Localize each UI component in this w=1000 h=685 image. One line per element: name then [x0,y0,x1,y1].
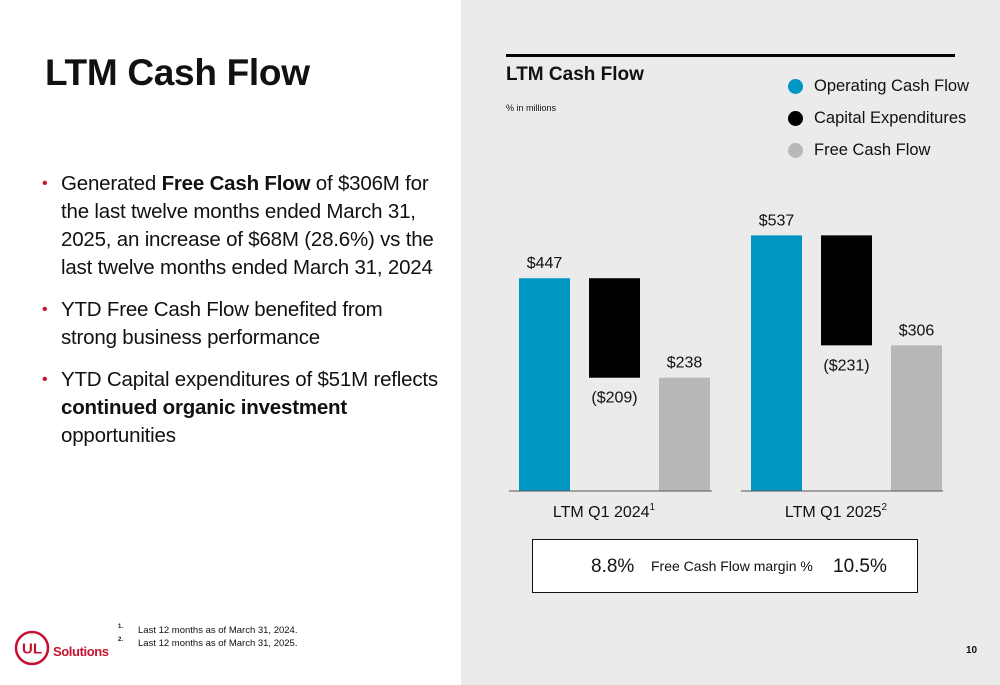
logo-mark-text: UL [22,641,42,658]
bar-capital-expenditures [589,278,640,378]
data-label-capex: ($209) [591,390,637,407]
bullet-text: opportunities [61,424,176,447]
fcf-margin-2025-value: 10.5% [833,556,887,577]
legend-swatch-fcf [788,142,803,158]
chart-legend: Operating Cash Flow Capital Expenditures… [788,70,969,166]
legend-item-operating-cash-flow: Operating Cash Flow [788,70,969,102]
legend-swatch-operating [788,78,803,94]
footnote-mark: 2. [118,637,124,643]
footnote-text: Last 12 months as of March 31, 2024. [138,625,298,636]
page-title: LTM Cash Flow [45,52,310,93]
bullet-text: of $306M for the last twelve months ende… [61,172,434,279]
bar-free-cash-flow [891,345,942,491]
bar-capital-expenditures [821,235,872,346]
fcf-margin-2024-value: 8.8% [591,556,635,577]
footnote-2: 2. Last 12 months as of March 31, 2025. [118,637,297,650]
bullet-dot-icon: • [42,371,48,388]
data-label-fcf: $306 [899,322,935,339]
data-label-capex: ($231) [823,357,869,374]
legend-item-capital-expenditures: Capital Expenditures [788,102,969,134]
bullet-emphasis: Free Cash Flow [161,172,311,195]
bullet-text: Generated [61,172,162,195]
fcf-margin-box: 8.8% Free Cash Flow margin % 10.5% [532,539,918,593]
logo-wordmark: Solutions [53,644,109,659]
data-label-fcf: $238 [667,355,703,372]
bullet-item: • YTD Capital expenditures of $51M reflec… [42,366,442,450]
chart-subtitle: % in millions [506,103,557,113]
bullet-dot-icon: • [42,301,48,318]
data-label-operating: $537 [759,212,795,229]
bullet-item: • YTD Free Cash Flow benefited from stron… [42,296,442,352]
ul-logo-icon: UL [14,630,50,666]
bullet-dot-icon: • [42,175,48,192]
legend-label: Free Cash Flow [814,140,931,159]
chart-top-rule [506,54,955,57]
legend-item-free-cash-flow: Free Cash Flow [788,134,969,166]
footnote-mark: 1. [118,624,124,630]
bar-free-cash-flow [659,377,710,491]
bullet-emphasis: continued organic investment [61,396,347,419]
bullet-item: • Generated Free Cash Flow of $306M for t… [42,170,442,282]
x-tick-label: LTM Q1 20241 [553,502,656,521]
chart-title: LTM Cash Flow [506,64,644,85]
footnote-text: Last 12 months as of March 31, 2025. [138,638,298,649]
footnote-1: 1. Last 12 months as of March 31, 2024. [118,624,297,637]
bar-operating-cash-flow [751,235,802,491]
bullet-text: YTD Capital expenditures of $51M reflect… [61,368,438,391]
bullet-text: YTD Free Cash Flow benefited from strong… [61,298,383,349]
fcf-margin-label: Free Cash Flow margin % [651,558,813,574]
data-label-operating: $447 [527,255,563,272]
bullet-list: • Generated Free Cash Flow of $306M for t… [42,170,442,464]
bar-operating-cash-flow [519,278,570,491]
footnotes: 1. Last 12 months as of March 31, 2024. 2… [118,624,297,650]
page-number: 10 [966,645,978,656]
cash-flow-bar-chart: $447 ($209) $238 LTM Q1 20241 $537 ($231) $306… [509,212,943,521]
x-tick-label: LTM Q1 20252 [785,502,888,521]
legend-label: Capital Expenditures [814,108,967,127]
legend-swatch-capex [788,110,803,126]
legend-label: Operating Cash Flow [814,76,969,95]
